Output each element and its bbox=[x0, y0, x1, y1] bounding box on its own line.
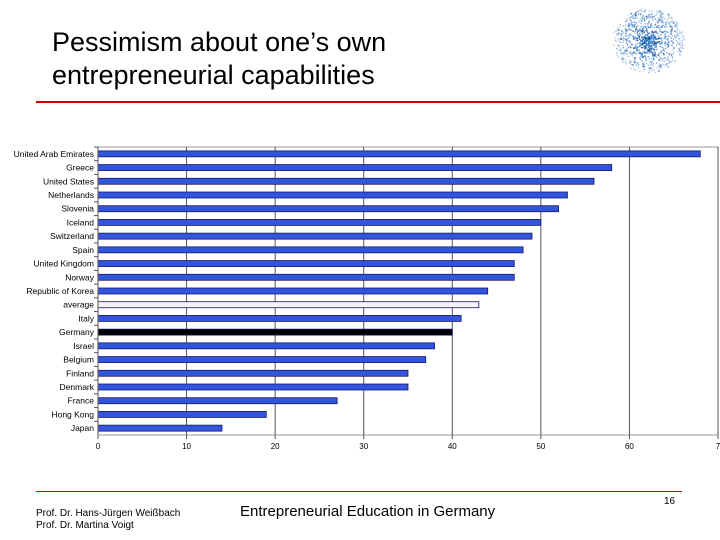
x-tick-label: 40 bbox=[448, 442, 457, 451]
bar bbox=[97, 301, 480, 309]
x-tick-label: 7 bbox=[716, 442, 720, 451]
bar bbox=[97, 411, 267, 418]
category-label: Slovenia bbox=[61, 204, 94, 214]
chart-axes bbox=[94, 146, 719, 439]
bar bbox=[97, 232, 533, 240]
category-label: Italy bbox=[78, 313, 94, 323]
category-label: United States bbox=[43, 176, 94, 186]
bar bbox=[97, 205, 559, 213]
category-label: average bbox=[63, 300, 94, 310]
category-label: Iceland bbox=[67, 217, 95, 227]
bar bbox=[97, 273, 515, 281]
x-tick-label: 20 bbox=[271, 442, 280, 451]
category-label: Greece bbox=[66, 163, 94, 173]
bar bbox=[97, 369, 409, 377]
bar bbox=[97, 356, 427, 363]
bar bbox=[97, 397, 338, 405]
category-label: Belgium bbox=[63, 355, 94, 365]
category-label: Norway bbox=[65, 272, 95, 282]
title-line-1: Pessimism about one’s own bbox=[52, 27, 387, 57]
author-line-2: Prof. Dr. Martina Voigt bbox=[36, 520, 134, 531]
author-block: Prof. Dr. Hans-Jürgen Weißbach Prof. Dr.… bbox=[36, 508, 180, 532]
category-label: Israel bbox=[73, 341, 94, 351]
bar bbox=[97, 260, 515, 267]
category-label: Denmark bbox=[60, 382, 95, 392]
category-label: Spain bbox=[72, 245, 94, 255]
x-tick-labels: 0 10 20 30 40 50 60 7 bbox=[96, 442, 720, 451]
category-label: Hong Kong bbox=[51, 409, 94, 419]
category-label: Finland bbox=[66, 368, 94, 378]
page-number: 16 bbox=[664, 496, 676, 507]
x-tick-label: 0 bbox=[96, 442, 101, 451]
footer-divider bbox=[36, 491, 682, 492]
bar bbox=[97, 287, 489, 295]
category-label: Switzerland bbox=[50, 231, 94, 241]
category-label: Germany bbox=[59, 327, 95, 337]
category-label: France bbox=[68, 396, 95, 406]
x-tick-label: 10 bbox=[182, 442, 191, 451]
category-label: Republic of Korea bbox=[26, 286, 94, 296]
footer-title: Entrepreneurial Education in Germany bbox=[240, 503, 496, 520]
bar bbox=[97, 328, 453, 336]
scatter-logo-icon bbox=[613, 8, 686, 74]
title-line-2: entrepreneurial capabilities bbox=[52, 60, 375, 90]
x-tick-label: 60 bbox=[625, 442, 634, 451]
category-labels: United Arab Emirates Greece United States N… bbox=[14, 149, 95, 433]
bar bbox=[97, 246, 524, 254]
bar bbox=[97, 383, 409, 391]
bar bbox=[97, 150, 701, 158]
category-label: Japan bbox=[71, 423, 94, 433]
x-tick-label: 50 bbox=[536, 442, 545, 451]
bar bbox=[97, 219, 542, 226]
bar bbox=[97, 424, 223, 432]
category-label: United Kingdom bbox=[34, 259, 94, 269]
bar bbox=[97, 315, 462, 322]
author-line-1: Prof. Dr. Hans-Jürgen Weißbach bbox=[36, 508, 181, 519]
slide-title: Pessimism about one’s own entrepreneuria… bbox=[52, 26, 386, 92]
category-label: United Arab Emirates bbox=[14, 149, 94, 159]
bar bbox=[97, 191, 568, 199]
bar bbox=[97, 342, 435, 350]
x-tick-label: 30 bbox=[359, 442, 368, 451]
bar bbox=[97, 164, 613, 171]
bar bbox=[97, 177, 595, 185]
title-divider bbox=[36, 101, 720, 103]
bar-chart: United Arab Emirates Greece United States N… bbox=[14, 146, 720, 451]
chart-bars bbox=[97, 150, 701, 432]
category-label: Netherlands bbox=[48, 190, 94, 200]
